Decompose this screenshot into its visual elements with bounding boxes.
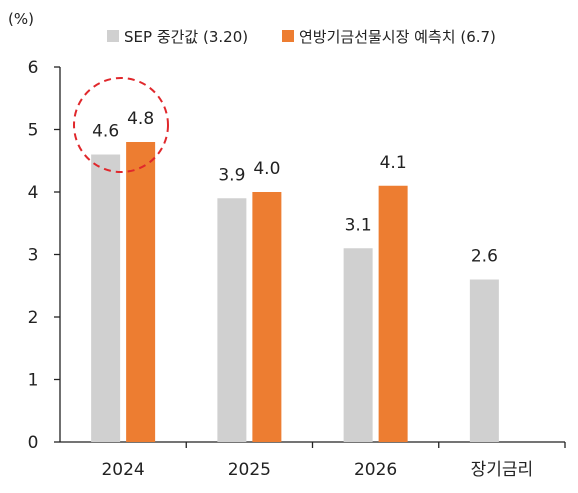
y-tick-label: 3	[28, 246, 39, 266]
x-tick-label: 2026	[354, 460, 397, 480]
data-label: 3.1	[345, 215, 372, 235]
y-axis-unit: (%)	[8, 10, 34, 28]
legend-label-futures: 연방기금선물시장 예측치 (6.7)	[299, 28, 496, 46]
x-tick-label: 2025	[228, 460, 271, 480]
y-tick-label: 2	[28, 308, 39, 328]
x-tick-label: 2024	[101, 460, 144, 480]
y-tick-label: 4	[28, 183, 39, 203]
data-label: 4.0	[253, 159, 280, 179]
highlight-circle-2024	[73, 77, 169, 173]
legend: SEP 중간값 (3.20) 연방기금선물시장 예측치 (6.7)	[107, 28, 496, 46]
bar-futures-2024	[126, 142, 156, 442]
y-tick-label: 5	[28, 121, 39, 141]
legend-swatch-sep	[107, 30, 119, 42]
data-label: 4.6	[92, 122, 119, 142]
bar-sep-2024	[91, 154, 121, 442]
plot-area: 0 1 2 3 4 5 6 2024 4.6 4.8 2025 3.9 4.0 2026 3.1 4.1 장기금…	[28, 58, 566, 480]
data-label: 4.8	[127, 109, 154, 129]
legend-swatch-futures	[282, 30, 294, 42]
bar-futures-2025	[252, 192, 282, 442]
bar-futures-2026	[378, 185, 408, 442]
bar-sep-2025	[217, 198, 247, 442]
data-label: 3.9	[218, 165, 245, 185]
bar-sep-2026	[343, 248, 373, 442]
legend-label-sep: SEP 중간값 (3.20)	[124, 28, 248, 46]
bar-sep-장기금리	[469, 279, 499, 442]
y-tick-label: 0	[28, 433, 39, 453]
x-tick-label: 장기금리	[471, 460, 534, 480]
y-tick-label: 1	[28, 371, 39, 391]
data-label: 2.6	[471, 247, 498, 267]
data-label: 4.1	[380, 153, 407, 173]
y-tick-label: 6	[28, 58, 39, 78]
